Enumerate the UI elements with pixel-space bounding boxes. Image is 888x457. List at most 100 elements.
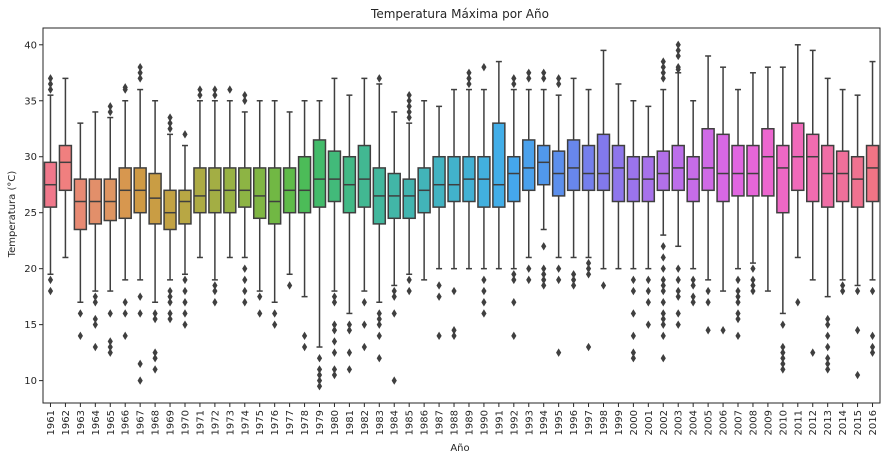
x-tick-label: 1965 (106, 410, 117, 435)
outlier-point (197, 85, 203, 94)
box-iqr (656, 150, 671, 192)
boxes-layer (43, 40, 880, 391)
outlier-point (511, 270, 517, 279)
outlier-point (376, 320, 382, 329)
x-tick-label: 1972 (210, 410, 221, 435)
box-1995 (551, 74, 566, 357)
outlier-point (122, 309, 128, 318)
outlier-point (406, 107, 412, 117)
outlier-point (660, 314, 666, 324)
box-iqr (73, 178, 88, 231)
x-tick-label: 2000 (629, 410, 640, 435)
outlier-point (107, 348, 113, 357)
outlier-point (212, 90, 218, 100)
outlier-point (212, 298, 218, 307)
outlier-point (137, 74, 143, 83)
outlier-point (77, 309, 83, 318)
x-tick-label: 2006 (719, 410, 730, 435)
x-tick-label: 1996 (569, 410, 580, 435)
x-tick-label: 1988 (450, 410, 461, 435)
outlier-point (257, 292, 263, 301)
outlier-point (167, 309, 173, 318)
box-1991 (492, 60, 506, 270)
box-2014 (835, 88, 850, 296)
outlier-point (242, 298, 248, 307)
box-iqr (522, 139, 536, 192)
outlier-point (511, 331, 517, 341)
outlier-point (316, 370, 323, 380)
x-tick-label: 1979 (315, 410, 326, 435)
outlier-point (660, 298, 666, 307)
outlier-point (376, 331, 382, 341)
outlier-point (152, 314, 158, 324)
box-1990 (477, 62, 491, 318)
x-tick-label: 1973 (225, 410, 236, 435)
outlier-point (735, 331, 741, 341)
outlier-point (526, 74, 532, 83)
box-2004 (686, 100, 700, 307)
box-2005 (701, 55, 715, 335)
x-tick-label: 1987 (435, 410, 446, 435)
outlier-point (840, 286, 846, 296)
outlier-point (77, 331, 83, 341)
outlier-point (167, 124, 173, 133)
box-1968 (148, 100, 162, 374)
outlier-point (780, 365, 786, 374)
outlier-point (675, 40, 681, 49)
box-iqr (850, 155, 865, 208)
outlier-point (840, 281, 846, 290)
box-iqr (327, 150, 342, 203)
outlier-point (272, 320, 278, 329)
x-tick-label: 1989 (464, 410, 475, 435)
outlier-point (511, 298, 517, 307)
box-1983 (372, 74, 387, 363)
box-1984 (387, 111, 401, 385)
outlier-point (346, 365, 353, 374)
outlier-point (436, 331, 442, 341)
outlier-point (122, 85, 128, 94)
outlier-point (301, 331, 308, 341)
box-1980 (327, 77, 342, 380)
outlier-point (331, 298, 338, 307)
outlier-point (511, 74, 517, 83)
x-tick-label: 2002 (659, 410, 670, 435)
box-iqr (761, 127, 775, 197)
x-tick-label: 2007 (734, 410, 745, 435)
outlier-point (570, 281, 577, 290)
outlier-point (406, 90, 412, 100)
outlier-point (780, 354, 786, 363)
outlier-point (182, 320, 188, 329)
outlier-point (391, 309, 397, 318)
outlier-point (376, 74, 382, 83)
outlier-point (331, 365, 338, 374)
outlier-point (137, 359, 143, 369)
box-iqr (58, 144, 73, 192)
outlier-point (660, 264, 666, 273)
outlier-point (780, 348, 786, 357)
box-2016 (865, 60, 880, 357)
x-tick-label: 1963 (76, 410, 87, 435)
outlier-point (316, 354, 323, 363)
outlier-point (705, 326, 711, 335)
outlier-point (122, 298, 128, 307)
box-iqr (746, 144, 760, 197)
box-1981 (342, 94, 357, 374)
x-tick-label: 1990 (479, 410, 490, 435)
outlier-point (585, 342, 592, 352)
x-tick-label: 1971 (195, 410, 206, 435)
x-tick-label: 1981 (345, 410, 356, 435)
box-iqr (806, 133, 820, 203)
box-iqr (865, 144, 880, 203)
box-1996 (566, 77, 581, 290)
box-iqr (163, 189, 177, 231)
box-iqr (312, 139, 327, 208)
y-tick-label: 15 (24, 320, 37, 331)
outlier-point (750, 281, 756, 290)
outlier-point (47, 275, 54, 285)
outlier-point (645, 298, 651, 307)
outlier-point (331, 348, 338, 357)
outlier-point (301, 342, 308, 352)
box-iqr (193, 167, 207, 214)
